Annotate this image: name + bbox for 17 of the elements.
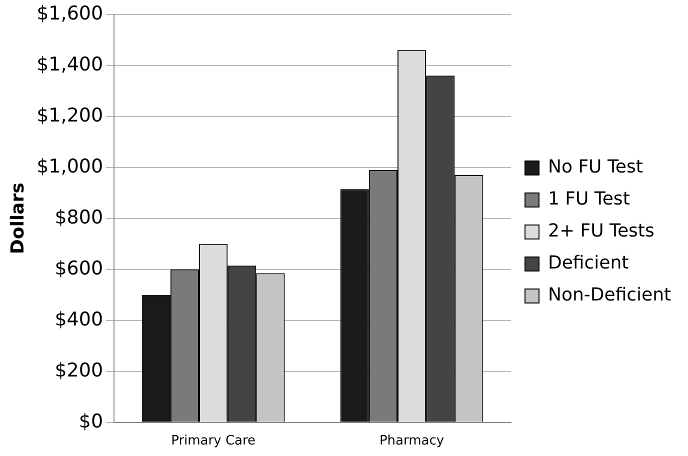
y-tick-label: $1,600 xyxy=(36,2,104,24)
legend-label: 1 FU Test xyxy=(548,188,630,210)
y-tick-label: $1,400 xyxy=(36,53,104,76)
x-tick-label: Pharmacy xyxy=(379,434,444,449)
y-tick-label: $800 xyxy=(54,206,104,228)
legend-label: 2+ FU Tests xyxy=(548,220,654,242)
y-tick-label: $1,000 xyxy=(36,155,104,178)
y-tick-label: $400 xyxy=(54,308,104,330)
legend-label: No FU Test xyxy=(548,156,643,178)
x-tick-label: Primary Care xyxy=(171,434,256,449)
y-tick-label: $1,200 xyxy=(36,104,104,126)
y-axis-title: Dollars xyxy=(7,182,28,254)
legend-label: Deficient xyxy=(548,252,629,274)
y-tick-label: $0 xyxy=(78,410,104,432)
y-tick-label: $200 xyxy=(54,359,104,382)
y-tick-label: $600 xyxy=(54,257,104,280)
legend-label: Non-Deficient xyxy=(548,284,672,306)
